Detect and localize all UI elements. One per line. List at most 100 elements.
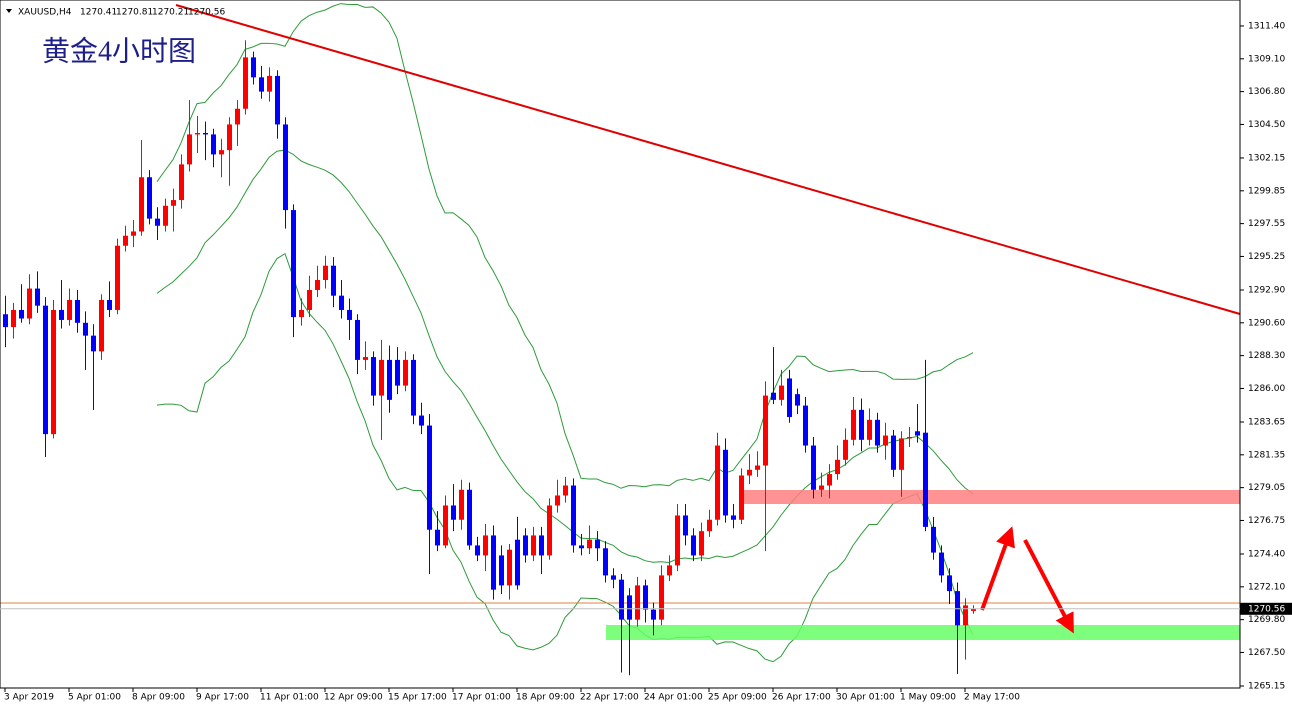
candle-body [771, 392, 776, 400]
candle-body [971, 608, 976, 611]
y-tick-label: 1272.10 [1248, 582, 1285, 592]
candle-body [155, 218, 160, 226]
menu-triangle[interactable] [6, 9, 12, 13]
candle-body [307, 289, 312, 310]
candle-body [563, 485, 568, 496]
candle-body [739, 475, 744, 520]
candle-body [939, 552, 944, 576]
x-tick-label: 5 Apr 01:00 [68, 693, 121, 703]
candle-body [187, 134, 192, 165]
candle-body [611, 575, 616, 580]
candle-body [475, 545, 480, 556]
candle-body [211, 134, 216, 155]
candle-body [435, 529, 440, 546]
candle-body [371, 357, 376, 396]
symbol: XAUUSD,H4 [18, 8, 72, 18]
candle-body [219, 150, 224, 155]
candle-body [507, 549, 512, 586]
candle-body [427, 425, 432, 530]
candle-body [27, 288, 32, 319]
candle-body [499, 555, 504, 586]
x-tick-label: 9 Apr 17:00 [196, 693, 249, 703]
candle-body [675, 515, 680, 566]
y-tick-label: 1309.10 [1248, 54, 1285, 64]
arrow-down [1023, 539, 1074, 634]
candle-body [259, 77, 264, 92]
candle-body [75, 299, 80, 323]
candle-body [851, 409, 856, 440]
x-tick-label: 15 Apr 17:00 [388, 693, 447, 703]
candle-body [323, 265, 328, 280]
candle-body [523, 535, 528, 556]
candle-body [195, 133, 200, 135]
y-tick-label: 1288.30 [1248, 351, 1285, 361]
support-zone [606, 625, 1240, 640]
candle-body [835, 459, 840, 475]
candle-body [923, 432, 928, 527]
candle-body [403, 359, 408, 386]
y-tick-label: 1299.85 [1248, 186, 1285, 196]
plot-frame [0, 0, 1241, 689]
candle-body [579, 545, 584, 549]
candle-body [67, 299, 72, 320]
candle-body [171, 200, 176, 206]
candle-body [19, 309, 24, 319]
x-tick-label: 12 Apr 09:00 [324, 693, 383, 703]
candle-body [803, 405, 808, 446]
candle-body [627, 595, 632, 620]
y-tick-label: 1304.50 [1248, 120, 1285, 130]
candle-body [139, 177, 144, 232]
candle-body [571, 485, 576, 546]
candle-body [827, 474, 832, 486]
candle-body [419, 415, 424, 426]
candle-body [235, 108, 240, 125]
x-tick-label: 26 Apr 17:00 [772, 693, 831, 703]
candle-body [131, 231, 136, 236]
candle-body [283, 124, 288, 211]
x-tick-label: 2 May 17:00 [964, 693, 1020, 703]
candle-body [379, 359, 384, 396]
x-tick-label: 18 Apr 09:00 [516, 693, 575, 703]
header-open: 1270.41 [80, 8, 117, 18]
candle-body [867, 419, 872, 440]
candle-body [291, 210, 296, 318]
x-tick-label: 22 Apr 17:00 [580, 693, 639, 703]
candle-body [619, 579, 624, 620]
candle-body [43, 305, 48, 435]
candle-body [387, 359, 392, 400]
candle-body [91, 335, 96, 352]
candle-body [723, 449, 728, 516]
candle-body [795, 394, 800, 406]
candle-body [347, 309, 352, 320]
candle-body [411, 359, 416, 416]
candle-body [667, 565, 672, 576]
candle-body [707, 519, 712, 532]
candle-body [915, 431, 920, 436]
candle-body [83, 322, 88, 336]
candle-body [35, 288, 40, 306]
candle-body [491, 535, 496, 590]
candle-body [843, 439, 848, 460]
candle-body [755, 465, 760, 470]
arrow-up [980, 526, 1015, 611]
y-tick-label: 1276.75 [1248, 516, 1285, 526]
candle-body [467, 489, 472, 546]
candle-body [395, 359, 400, 386]
y-tick-label: 1267.50 [1248, 648, 1285, 658]
candle-body [539, 535, 544, 556]
candle-body [443, 505, 448, 546]
x-tick-label: 1 May 09:00 [900, 693, 956, 703]
candle-body [115, 245, 120, 310]
y-tick-label: 1279.05 [1248, 483, 1285, 493]
candle-body [203, 133, 208, 135]
header-low: 1270.21 [152, 8, 189, 18]
candle-body [451, 505, 456, 520]
candle-body [899, 438, 904, 470]
x-tick-label: 3 Apr 2019 [4, 693, 54, 703]
header-high: 1270.81 [116, 8, 153, 18]
candle-body [99, 299, 104, 352]
candle-body [779, 385, 784, 400]
candle-body [243, 57, 248, 109]
candle-body [331, 265, 336, 296]
